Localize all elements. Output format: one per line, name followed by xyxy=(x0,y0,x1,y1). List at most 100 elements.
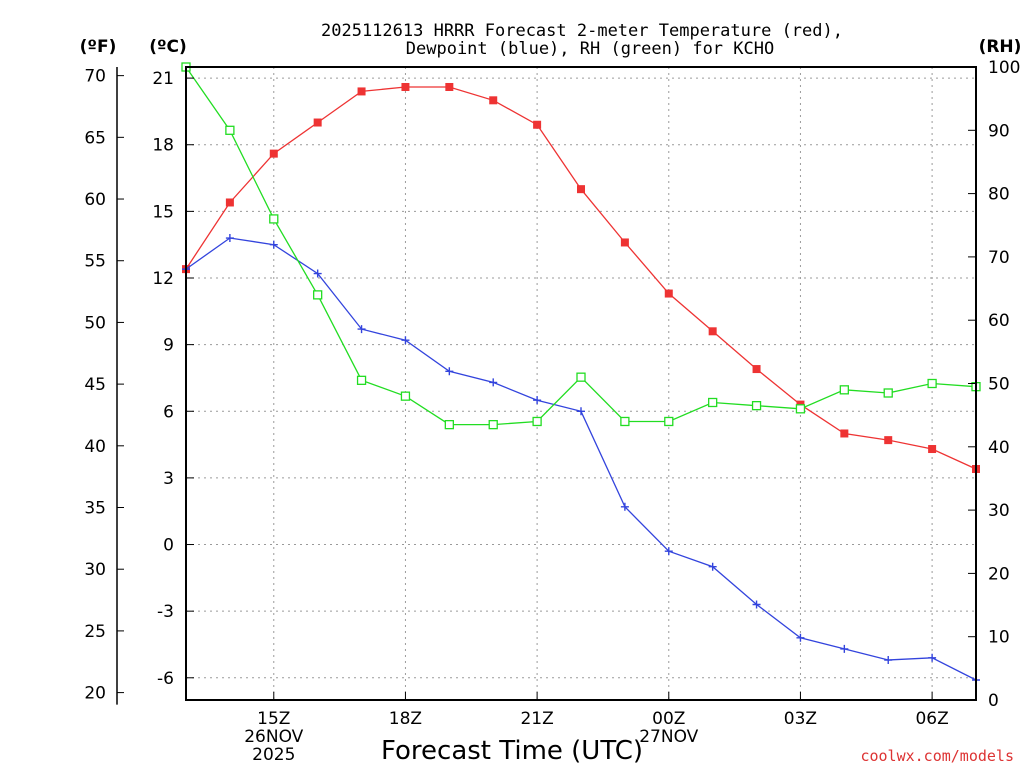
fahrenheit-tick-label: 20 xyxy=(84,684,106,704)
rh-point xyxy=(532,416,542,427)
dewpoint-point xyxy=(401,336,410,345)
temperature-point xyxy=(225,198,234,207)
rh-point xyxy=(795,404,806,414)
fahrenheit-unit-label: (ºF) xyxy=(80,37,117,57)
rh-point xyxy=(313,290,323,300)
dewpoint-point xyxy=(577,407,585,416)
chart-title-line-1: 2025112613 HRRR Forecast 2-meter Tempera… xyxy=(321,21,843,41)
celsius-tick-label: -3 xyxy=(157,602,174,622)
rh-point xyxy=(664,416,674,427)
rh-tick-label: 40 xyxy=(988,438,1010,458)
temperature-point xyxy=(401,82,410,91)
rh-tick-label: 10 xyxy=(988,628,1010,648)
temperature-point xyxy=(445,82,454,91)
fahrenheit-tick-label: 35 xyxy=(84,499,106,519)
rh-tick-label: 30 xyxy=(988,501,1010,521)
celsius-tick-label: 6 xyxy=(163,402,174,422)
rh-point xyxy=(927,378,937,389)
fahrenheit-tick-label: 30 xyxy=(84,560,106,580)
fahrenheit-tick-label: 65 xyxy=(84,128,106,148)
temperature-point xyxy=(664,289,673,298)
celsius-tick-label: 21 xyxy=(152,69,174,89)
dewpoint-point xyxy=(752,600,761,609)
temperature-point xyxy=(752,365,761,374)
x-tick-label: 2025 xyxy=(252,745,295,765)
x-axis-label: Forecast Time (UTC) xyxy=(381,736,643,766)
rh-tick-label: 20 xyxy=(988,564,1010,584)
temperature-point xyxy=(620,238,629,247)
dewpoint-point xyxy=(796,633,805,642)
x-tick-label: 21Z xyxy=(520,709,553,729)
fahrenheit-tick-label: 40 xyxy=(84,437,106,457)
temperature-point xyxy=(577,185,585,194)
rh-tick-label: 100 xyxy=(988,58,1020,78)
dewpoint-point xyxy=(269,240,278,249)
temperature-point xyxy=(884,436,893,445)
dewpoint-point xyxy=(664,547,673,556)
rh-point xyxy=(708,397,718,408)
dewpoint-point xyxy=(620,502,629,511)
temperature-point xyxy=(708,327,717,336)
celsius-tick-label: 3 xyxy=(163,469,174,489)
fahrenheit-tick-label: 45 xyxy=(84,375,106,395)
plot-frame xyxy=(185,66,977,701)
rh-point xyxy=(839,385,849,395)
temperature-point xyxy=(269,149,278,158)
temperature-point xyxy=(928,445,937,454)
gridlines xyxy=(186,67,976,700)
celsius-tick-label: 9 xyxy=(163,336,174,356)
chart-title-line-2: Dewpoint (blue), RH (green) for KCHO xyxy=(406,39,774,59)
rh-tick-label: 70 xyxy=(988,248,1010,268)
rh-tick-label: 60 xyxy=(988,311,1010,331)
temperature-point xyxy=(313,118,322,127)
x-tick-label: 06Z xyxy=(915,709,948,729)
x-tick-label: 03Z xyxy=(784,709,817,729)
rh-point xyxy=(400,391,411,401)
rh-tick-label: 90 xyxy=(988,121,1010,141)
x-tick-label: 18Z xyxy=(389,709,422,729)
dewpoint-point xyxy=(708,562,717,571)
x-tick-label: 26NOV xyxy=(244,727,303,747)
rh-point xyxy=(576,372,586,382)
rh-tick-label: 0 xyxy=(988,691,999,711)
celsius-tick-label: 18 xyxy=(152,136,174,156)
rh-point xyxy=(883,388,893,398)
fahrenheit-tick-label: 25 xyxy=(84,622,106,642)
fahrenheit-tick-label: 60 xyxy=(84,190,106,210)
dewpoint-point xyxy=(445,367,454,376)
dewpoint-point xyxy=(533,396,542,405)
rh-point xyxy=(225,125,235,135)
dewpoint-point xyxy=(225,234,234,243)
rh-tick-label: 80 xyxy=(988,185,1010,205)
dewpoint-point xyxy=(928,653,937,662)
rh-point xyxy=(620,416,630,427)
celsius-tick-label: 15 xyxy=(152,202,174,222)
dewpoint-point xyxy=(357,325,366,334)
rh-point xyxy=(356,375,367,385)
fahrenheit-tick-label: 50 xyxy=(84,313,106,333)
x-tick-label: 27NOV xyxy=(639,727,698,747)
x-tick-label: 00Z xyxy=(652,709,685,729)
fahrenheit-tick-label: 70 xyxy=(84,67,106,87)
credit-text: coolwx.com/models xyxy=(860,747,1014,765)
dewpoint-point xyxy=(884,656,893,665)
dewpoint-point xyxy=(489,378,498,387)
dewpoint-point xyxy=(313,269,322,278)
celsius-unit-label: (ºC) xyxy=(149,37,187,57)
temperature-point xyxy=(840,429,849,438)
celsius-tick-label: 12 xyxy=(152,269,174,289)
fahrenheit-tick-label: 55 xyxy=(84,252,106,272)
temperature-point xyxy=(489,96,498,105)
data-series xyxy=(181,62,981,685)
rh-point xyxy=(269,214,279,224)
rh-tick-label: 50 xyxy=(988,375,1010,395)
celsius-tick-label: 0 xyxy=(163,536,174,556)
rh-line xyxy=(185,66,977,426)
rh-point xyxy=(488,419,498,430)
dewpoint-point xyxy=(840,644,849,653)
temperature-point xyxy=(533,120,542,129)
rh-point xyxy=(444,419,454,430)
celsius-tick-label: -6 xyxy=(157,669,174,689)
